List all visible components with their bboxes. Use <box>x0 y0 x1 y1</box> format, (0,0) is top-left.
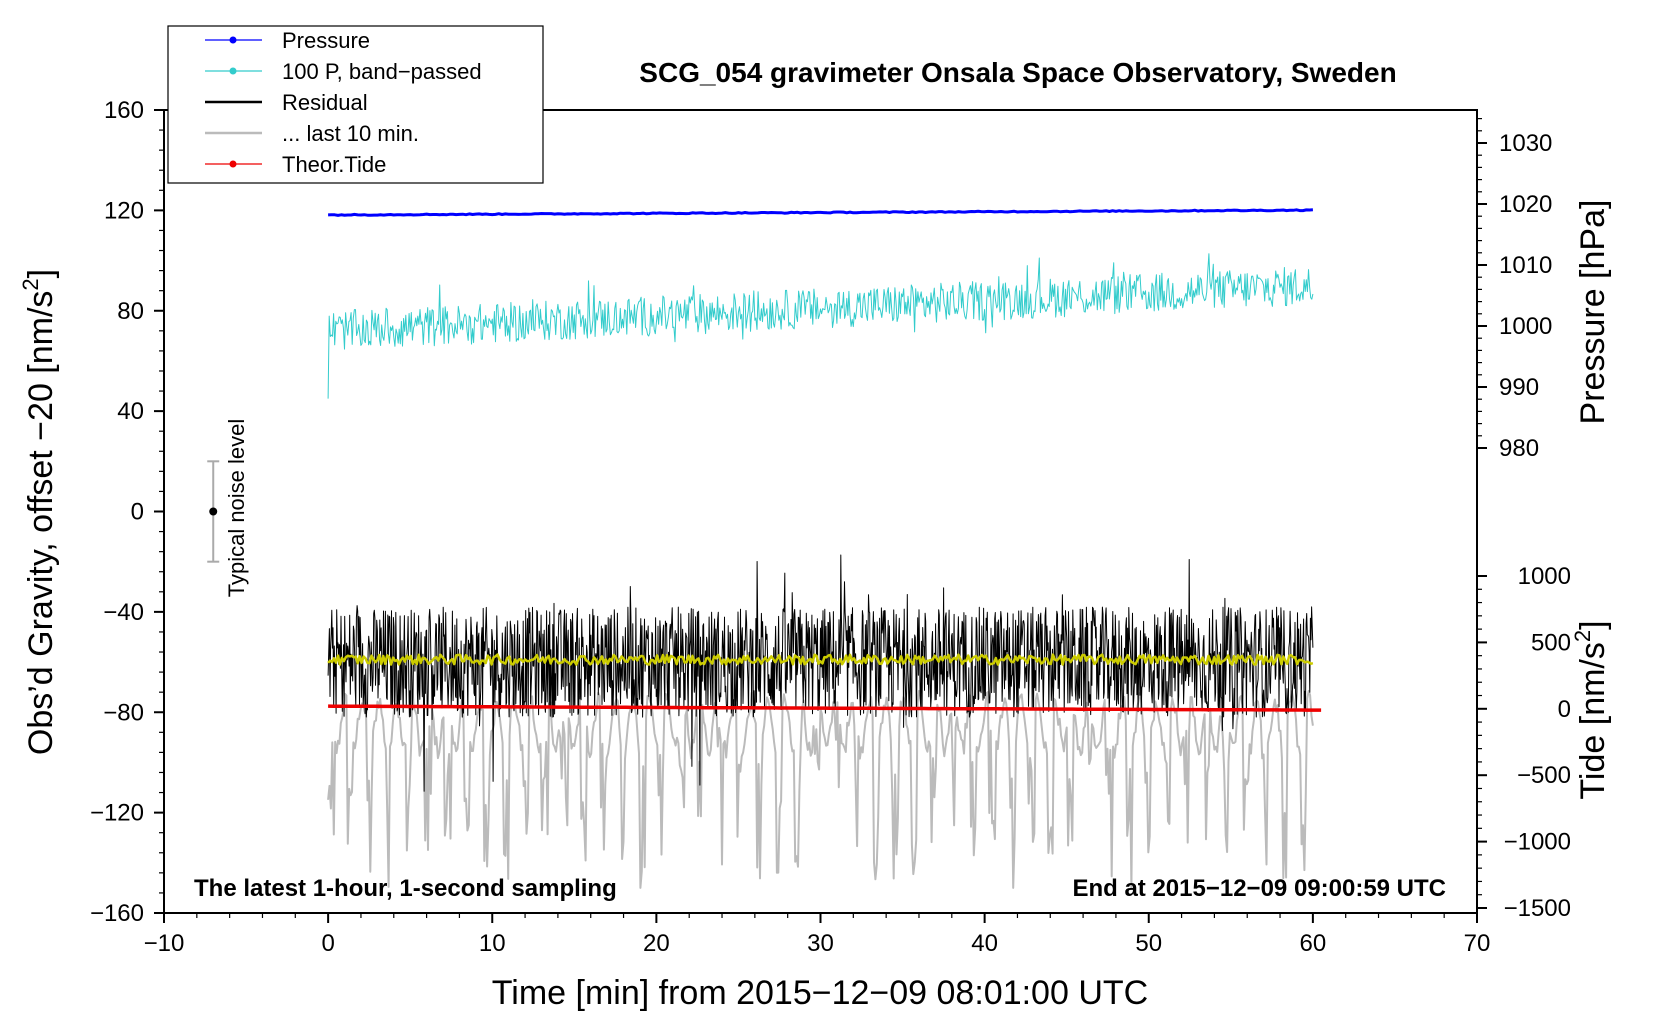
x-axis: −10 0 10 20 30 40 50 60 70 <box>144 913 1491 957</box>
x-tick-label: 60 <box>1300 930 1327 957</box>
x-tick-label: 40 <box>971 930 998 957</box>
noise-bar-center <box>209 507 218 516</box>
legend: Pressure 100 P, band−passed Residual ... la… <box>167 25 544 184</box>
series-layer <box>327 208 1322 889</box>
y-tick-label: −40 <box>103 599 144 626</box>
pressure-axis: 1030 1020 1010 1000 990 980 <box>1477 117 1552 462</box>
tide-tick-label: 500 <box>1531 629 1571 656</box>
x-tick-label: 0 <box>321 930 334 957</box>
tide-tick-label: −1500 <box>1504 895 1571 922</box>
legend-label: Pressure <box>282 28 370 53</box>
pressure-tick-label: 980 <box>1499 435 1539 462</box>
y-tick-label: 80 <box>117 298 144 325</box>
y-tick-label: −120 <box>90 800 144 827</box>
pressure-tick-label: 990 <box>1499 374 1539 401</box>
tide-tick-label: 0 <box>1558 696 1571 723</box>
pressure-axis-label: Pressure [hPa] <box>1574 200 1612 425</box>
x-axis-label: Time [min] from 2015−12−09 08:01:00 UTC <box>492 974 1148 1012</box>
x-tick-label: 70 <box>1464 930 1491 957</box>
pressure-tick-label: 1000 <box>1499 313 1552 340</box>
legend-swatch-dot <box>229 36 237 44</box>
annotation-left: The latest 1-hour, 1-second sampling <box>194 875 617 902</box>
annotation-right: End at 2015−12−09 09:00:59 UTC <box>1072 875 1446 902</box>
tide-axis-label: Tide [nm/s2] <box>1570 620 1612 799</box>
x-tick-label: 30 <box>807 930 834 957</box>
tide-tick-label: −1000 <box>1504 829 1571 856</box>
legend-label: Theor.Tide <box>282 152 386 177</box>
legend-label: ... last 10 min. <box>282 121 419 146</box>
legend-label: Residual <box>282 90 368 115</box>
y-tick-label: 0 <box>131 499 144 526</box>
y-tick-label: −80 <box>103 699 144 726</box>
x-tick-label: −10 <box>144 930 185 957</box>
series-pressure <box>328 208 1313 217</box>
x-tick-label: 20 <box>643 930 670 957</box>
left-axis: 160 120 80 40 0 −40 −80 −120 −160 <box>90 97 164 927</box>
legend-swatch-dot <box>229 67 237 75</box>
tide-axis: 1000 500 0 −500 −1000 −1500 <box>1477 563 1571 922</box>
y-tick-label: 160 <box>104 97 144 124</box>
series-smoothed-residual <box>327 653 1314 666</box>
tide-tick-label: −500 <box>1517 762 1571 789</box>
series-band-passed-pressure <box>327 253 1314 399</box>
x-tick-label: 50 <box>1135 930 1162 957</box>
noise-level-label: Typical noise level <box>224 419 249 598</box>
left-axis-label: Obs’d Gravity, offset −20 [nm/s2] <box>18 269 60 755</box>
y-tick-label: 40 <box>117 398 144 425</box>
pressure-tick-label: 1030 <box>1499 130 1552 157</box>
pressure-tick-label: 1010 <box>1499 252 1552 279</box>
legend-box <box>167 25 544 184</box>
noise-level-bar <box>207 460 220 563</box>
y-tick-label: −160 <box>90 900 144 927</box>
chart-title: SCG_054 gravimeter Onsala Space Observat… <box>639 57 1396 88</box>
legend-swatch-dot <box>229 160 237 168</box>
tide-tick-label: 1000 <box>1518 563 1571 590</box>
y-tick-label: 120 <box>104 197 144 224</box>
x-tick-label: 10 <box>479 930 506 957</box>
pressure-tick-label: 1020 <box>1499 191 1552 218</box>
series-theoretical-tide <box>328 704 1322 712</box>
legend-label: 100 P, band−passed <box>282 59 482 84</box>
